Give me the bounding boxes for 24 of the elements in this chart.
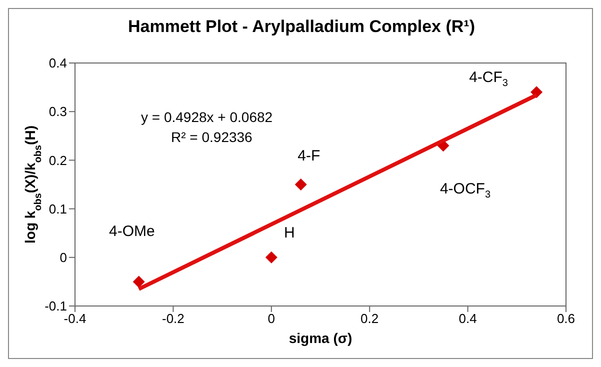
x-tick-label: 0.4	[458, 311, 477, 326]
chart-title: Hammett Plot - Arylpalladium Complex (R¹)	[127, 17, 476, 37]
x-axis-title: sigma (σ)	[288, 330, 352, 346]
x-tick-label: 0	[268, 311, 276, 326]
y-tick-label: 0.3	[48, 104, 67, 120]
x-tick-label: 0.2	[360, 311, 379, 326]
annotation: 4-CF$_{3}$	[469, 69, 508, 90]
annotation: H	[284, 224, 295, 242]
y-tick-label: 0.1	[48, 201, 67, 216]
annotation: R² = 0.92336	[171, 129, 252, 145]
point	[132, 276, 145, 288]
y-tick-label: -0.1	[44, 298, 67, 314]
annotation: 4-OCF$_{3}$	[440, 180, 491, 201]
y-tick-label: 0	[60, 250, 67, 266]
x-tick-label: -0.2	[162, 311, 184, 326]
annotation: 4-F	[298, 147, 320, 164]
y-tick-label: 0.2	[48, 152, 67, 168]
point	[294, 178, 307, 190]
point	[265, 251, 278, 264]
annotation: y = 0.4928x + 0.0682	[141, 109, 273, 125]
x-tick-label: -0.4	[64, 311, 86, 326]
x-tick-label: 0.6	[556, 311, 576, 326]
annotation: 4-OMe	[109, 223, 155, 240]
y-tick-label: 0.4	[48, 56, 67, 71]
